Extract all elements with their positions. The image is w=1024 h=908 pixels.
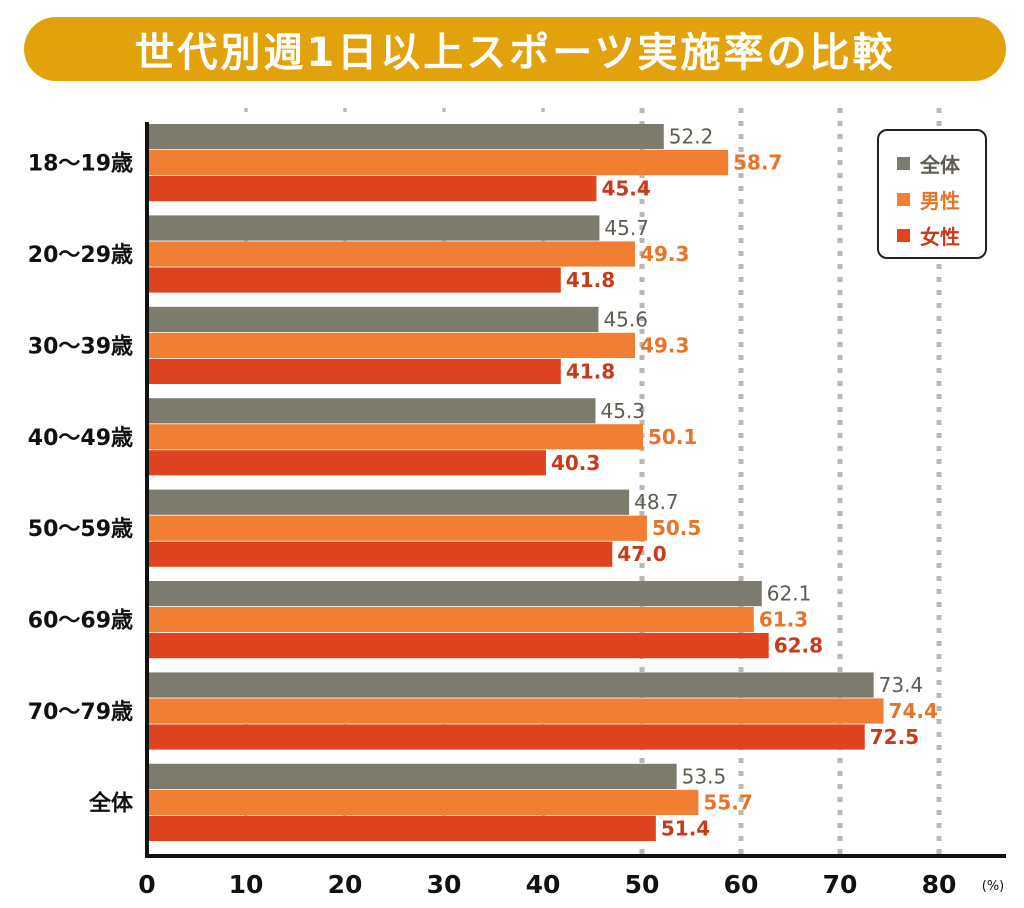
bar-all-3	[147, 398, 596, 424]
bar-male-2	[147, 332, 636, 358]
value-label-female-3: 40.3	[551, 451, 600, 475]
value-label-all-4: 48.7	[634, 490, 679, 514]
bar-all-4	[147, 489, 630, 515]
bar-female-6	[147, 724, 865, 750]
x-tick-label-60: 60	[724, 870, 759, 899]
value-label-male-2: 49.3	[640, 333, 689, 357]
category-label-3: 40〜49歳	[28, 426, 133, 451]
x-tick-label-40: 40	[526, 870, 561, 899]
category-label-0: 18〜19歳	[28, 152, 133, 177]
value-label-male-3: 50.1	[648, 425, 697, 449]
category-label-4: 50〜59歳	[28, 517, 133, 542]
bar-female-4	[147, 541, 613, 567]
value-label-female-1: 41.8	[566, 268, 615, 292]
value-label-male-1: 49.3	[640, 242, 689, 266]
bar-all-7	[147, 763, 677, 789]
legend-item-all: 全体	[897, 145, 985, 181]
bar-all-0	[147, 124, 664, 150]
value-label-female-5: 62.8	[774, 634, 823, 658]
legend-label-all: 全体	[920, 152, 960, 177]
legend: 全体 男性 女性	[877, 129, 987, 259]
value-label-male-6: 74.4	[889, 699, 938, 723]
value-label-all-1: 45.7	[604, 216, 649, 240]
bar-male-5	[147, 607, 754, 633]
bar-male-0	[147, 150, 729, 176]
x-axis-unit: (%)	[982, 879, 1005, 894]
x-tick-label-80: 80	[922, 870, 957, 899]
value-label-male-7: 55.7	[703, 790, 752, 814]
legend-label-male: 男性	[920, 188, 960, 213]
legend-item-male: 男性	[897, 181, 985, 217]
bar-female-5	[147, 633, 769, 659]
value-label-female-4: 47.0	[617, 542, 666, 566]
value-label-female-0: 45.4	[601, 177, 650, 201]
value-label-all-3: 45.3	[600, 399, 645, 423]
value-label-all-2: 45.6	[603, 307, 648, 331]
bar-male-1	[147, 241, 636, 267]
value-label-all-7: 53.5	[682, 764, 727, 788]
x-tick-label-0: 0	[138, 870, 155, 899]
legend-label-female: 女性	[920, 224, 960, 249]
category-label-7: 全体	[88, 790, 134, 816]
category-label-6: 70〜79歳	[28, 700, 133, 725]
value-label-all-0: 52.2	[669, 125, 714, 149]
bar-male-6	[147, 698, 884, 724]
bar-female-0	[147, 176, 597, 202]
value-label-male-5: 61.3	[759, 608, 808, 632]
bar-all-5	[147, 581, 762, 607]
value-label-female-2: 41.8	[566, 359, 615, 383]
bar-female-1	[147, 267, 561, 293]
category-labels: 18〜19歳 20〜29歳 30〜39歳 40〜49歳 50〜59歳 60〜69歳 70〜7…	[28, 152, 134, 817]
bar-all-6	[147, 672, 874, 698]
legend-swatch-female	[897, 228, 910, 242]
x-tick-label-20: 20	[328, 870, 363, 899]
bar-female-3	[147, 450, 546, 476]
category-label-5: 60〜69歳	[28, 609, 133, 634]
x-tick-label-30: 30	[427, 870, 462, 899]
value-label-female-7: 51.4	[661, 816, 710, 840]
category-label-1: 20〜29歳	[28, 243, 133, 268]
x-tick-labels: 0 10 20 30 40 50 60 70 80	[138, 870, 956, 899]
value-label-male-0: 58.7	[733, 151, 782, 175]
value-label-male-4: 50.5	[652, 516, 701, 540]
chart-title: 世代別週1日以上スポーツ実施率の比較	[134, 30, 896, 76]
category-label-2: 30〜39歳	[28, 334, 133, 359]
bars	[147, 124, 884, 841]
legend-item-female: 女性	[897, 217, 985, 253]
legend-swatch-male	[897, 192, 910, 206]
x-tick-label-50: 50	[625, 870, 660, 899]
value-label-all-5: 62.1	[767, 582, 812, 606]
value-labels: 52.258.745.445.749.341.845.649.341.845.3…	[551, 125, 938, 841]
bar-female-2	[147, 358, 561, 384]
legend-swatch-all	[897, 156, 910, 170]
bar-male-3	[147, 424, 643, 450]
bar-male-7	[147, 789, 699, 815]
bar-male-4	[147, 515, 647, 541]
title-banner: 世代別週1日以上スポーツ実施率の比較	[24, 17, 1006, 81]
x-tick-label-70: 70	[823, 870, 858, 899]
value-label-female-6: 72.5	[870, 725, 919, 749]
value-label-all-6: 73.4	[879, 673, 924, 697]
x-tick-label-10: 10	[229, 870, 264, 899]
bar-female-7	[147, 815, 656, 841]
bar-all-1	[147, 215, 600, 241]
bar-all-2	[147, 306, 599, 332]
